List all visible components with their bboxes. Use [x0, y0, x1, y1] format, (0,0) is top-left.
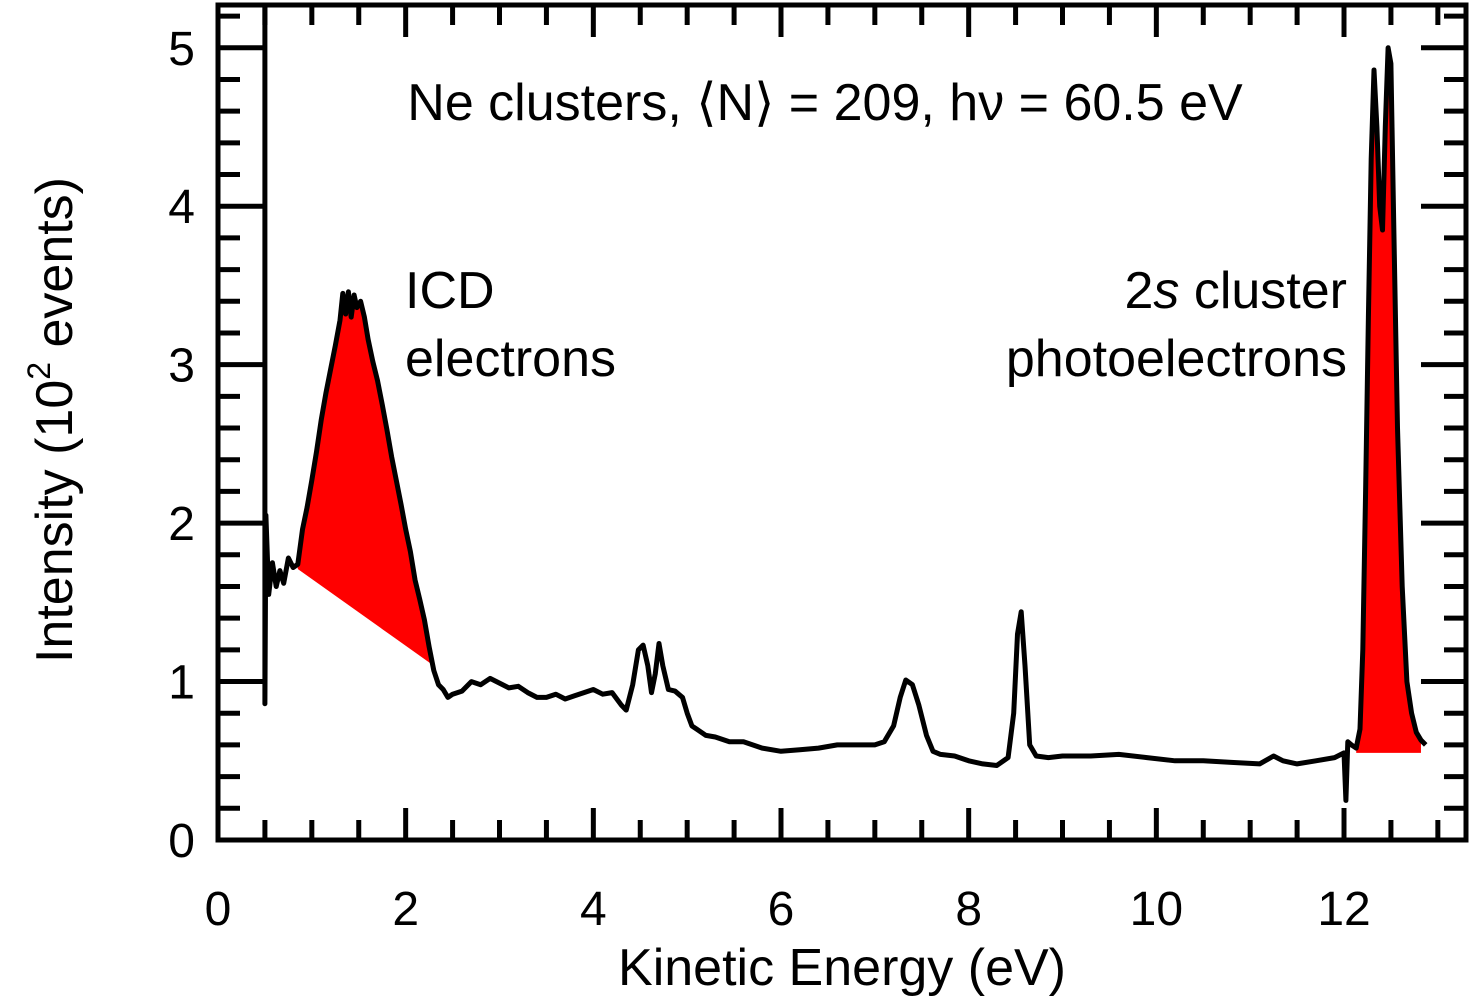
plot-frame — [215, 2, 1469, 843]
annotation-icd: ICD electrons — [405, 262, 616, 388]
x-tick-label: 8 — [955, 883, 982, 936]
axis-ticks — [215, 5, 1466, 843]
y-tick-label: 4 — [168, 181, 195, 234]
x-tick-label: 2 — [392, 883, 419, 936]
x-tick-label: 12 — [1317, 883, 1370, 936]
annotation-icd-line1: ICD — [405, 262, 495, 320]
spectrum-line — [262, 5, 1428, 803]
annotation-icd-line2: electrons — [405, 330, 616, 388]
chart-title: Ne clusters, ⟨N⟩ = 209, hν = 60.5 eV — [407, 74, 1243, 132]
y-tick-label: 1 — [168, 657, 195, 710]
fill-icd — [297, 291, 434, 671]
y-axis-label: Intensity (102 events) — [21, 177, 84, 663]
x-axis-label: Kinetic Energy (eV) — [618, 939, 1066, 996]
x-tick-label: 4 — [580, 883, 607, 936]
x-tick-label: 10 — [1130, 883, 1183, 936]
annotation-cluster-line2: photoelectrons — [1006, 330, 1347, 388]
y-tick-label: 3 — [168, 340, 195, 393]
fill-regions — [297, 47, 1421, 753]
y-tick-label: 5 — [168, 23, 195, 76]
y-tick-label: 2 — [168, 498, 195, 551]
y-tick-label: 0 — [168, 815, 195, 868]
x-tick-label: 6 — [768, 883, 795, 936]
annotation-cluster-line1: 2s cluster — [1124, 262, 1347, 320]
x-tick-label: 0 — [205, 883, 232, 936]
